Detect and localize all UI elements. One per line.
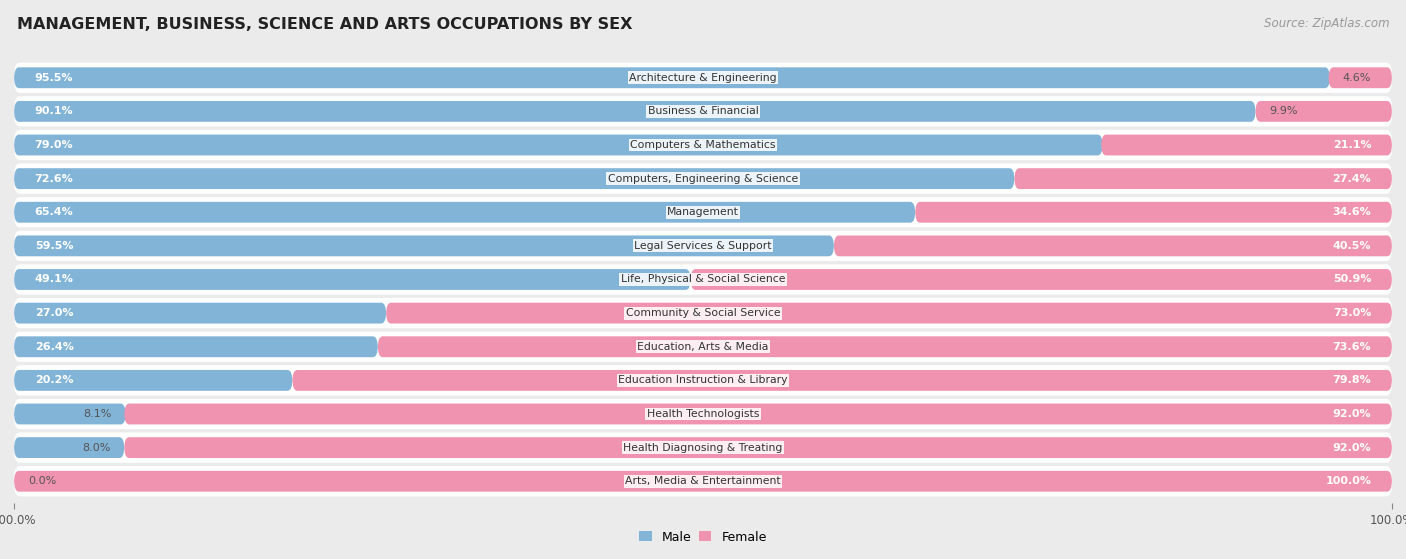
Text: 27.4%: 27.4% [1333,174,1371,183]
Text: Business & Financial: Business & Financial [648,106,758,116]
Text: Management: Management [666,207,740,217]
Text: 49.1%: 49.1% [35,274,73,285]
Text: Computers & Mathematics: Computers & Mathematics [630,140,776,150]
Text: Architecture & Engineering: Architecture & Engineering [630,73,776,83]
FancyBboxPatch shape [14,202,915,222]
FancyBboxPatch shape [14,235,834,256]
Text: 79.8%: 79.8% [1333,376,1371,385]
Text: 4.6%: 4.6% [1343,73,1371,83]
Text: 50.9%: 50.9% [1333,274,1371,285]
Text: Computers, Engineering & Science: Computers, Engineering & Science [607,174,799,183]
FancyBboxPatch shape [14,466,1392,496]
Text: 65.4%: 65.4% [35,207,73,217]
FancyBboxPatch shape [14,433,1392,463]
Text: MANAGEMENT, BUSINESS, SCIENCE AND ARTS OCCUPATIONS BY SEX: MANAGEMENT, BUSINESS, SCIENCE AND ARTS O… [17,17,633,32]
FancyBboxPatch shape [14,370,292,391]
Text: Legal Services & Support: Legal Services & Support [634,241,772,251]
Text: 40.5%: 40.5% [1333,241,1371,251]
FancyBboxPatch shape [378,337,1392,357]
FancyBboxPatch shape [14,437,124,458]
FancyBboxPatch shape [915,202,1392,222]
Text: 20.2%: 20.2% [35,376,73,385]
FancyBboxPatch shape [14,404,125,424]
Text: 21.1%: 21.1% [1333,140,1371,150]
FancyBboxPatch shape [690,269,1392,290]
Text: 92.0%: 92.0% [1333,443,1371,453]
FancyBboxPatch shape [14,298,1392,328]
FancyBboxPatch shape [14,101,1256,122]
Text: 0.0%: 0.0% [28,476,56,486]
Text: 8.1%: 8.1% [83,409,112,419]
Text: 73.0%: 73.0% [1333,308,1371,318]
FancyBboxPatch shape [14,135,1102,155]
FancyBboxPatch shape [14,197,1392,228]
Text: Health Technologists: Health Technologists [647,409,759,419]
FancyBboxPatch shape [14,163,1392,194]
FancyBboxPatch shape [124,404,1392,424]
Text: 90.1%: 90.1% [35,106,73,116]
FancyBboxPatch shape [124,437,1392,458]
FancyBboxPatch shape [14,130,1392,160]
FancyBboxPatch shape [1329,67,1392,88]
FancyBboxPatch shape [1101,135,1392,155]
Text: Education Instruction & Library: Education Instruction & Library [619,376,787,385]
FancyBboxPatch shape [14,337,378,357]
FancyBboxPatch shape [14,264,1392,295]
FancyBboxPatch shape [14,269,690,290]
Text: 34.6%: 34.6% [1333,207,1371,217]
FancyBboxPatch shape [292,370,1392,391]
FancyBboxPatch shape [387,303,1392,324]
Text: 100.0%: 100.0% [1326,476,1371,486]
Text: Health Diagnosing & Treating: Health Diagnosing & Treating [623,443,783,453]
Legend: Male, Female: Male, Female [637,528,769,546]
Text: 95.5%: 95.5% [35,73,73,83]
Text: 26.4%: 26.4% [35,342,73,352]
Text: Life, Physical & Social Science: Life, Physical & Social Science [621,274,785,285]
FancyBboxPatch shape [14,399,1392,429]
Text: Education, Arts & Media: Education, Arts & Media [637,342,769,352]
Text: 9.9%: 9.9% [1270,106,1298,116]
FancyBboxPatch shape [14,67,1330,88]
Text: 73.6%: 73.6% [1333,342,1371,352]
Text: 72.6%: 72.6% [35,174,73,183]
Text: 8.0%: 8.0% [82,443,111,453]
Text: Community & Social Service: Community & Social Service [626,308,780,318]
FancyBboxPatch shape [14,96,1392,126]
FancyBboxPatch shape [14,303,387,324]
Text: 27.0%: 27.0% [35,308,73,318]
FancyBboxPatch shape [14,365,1392,396]
FancyBboxPatch shape [14,471,1392,492]
FancyBboxPatch shape [14,331,1392,362]
Text: Arts, Media & Entertainment: Arts, Media & Entertainment [626,476,780,486]
Text: 79.0%: 79.0% [35,140,73,150]
FancyBboxPatch shape [1014,168,1392,189]
Text: 59.5%: 59.5% [35,241,73,251]
Text: 92.0%: 92.0% [1333,409,1371,419]
Text: Source: ZipAtlas.com: Source: ZipAtlas.com [1264,17,1389,30]
FancyBboxPatch shape [14,63,1392,93]
FancyBboxPatch shape [1256,101,1392,122]
FancyBboxPatch shape [834,235,1392,256]
FancyBboxPatch shape [14,168,1014,189]
FancyBboxPatch shape [14,231,1392,261]
